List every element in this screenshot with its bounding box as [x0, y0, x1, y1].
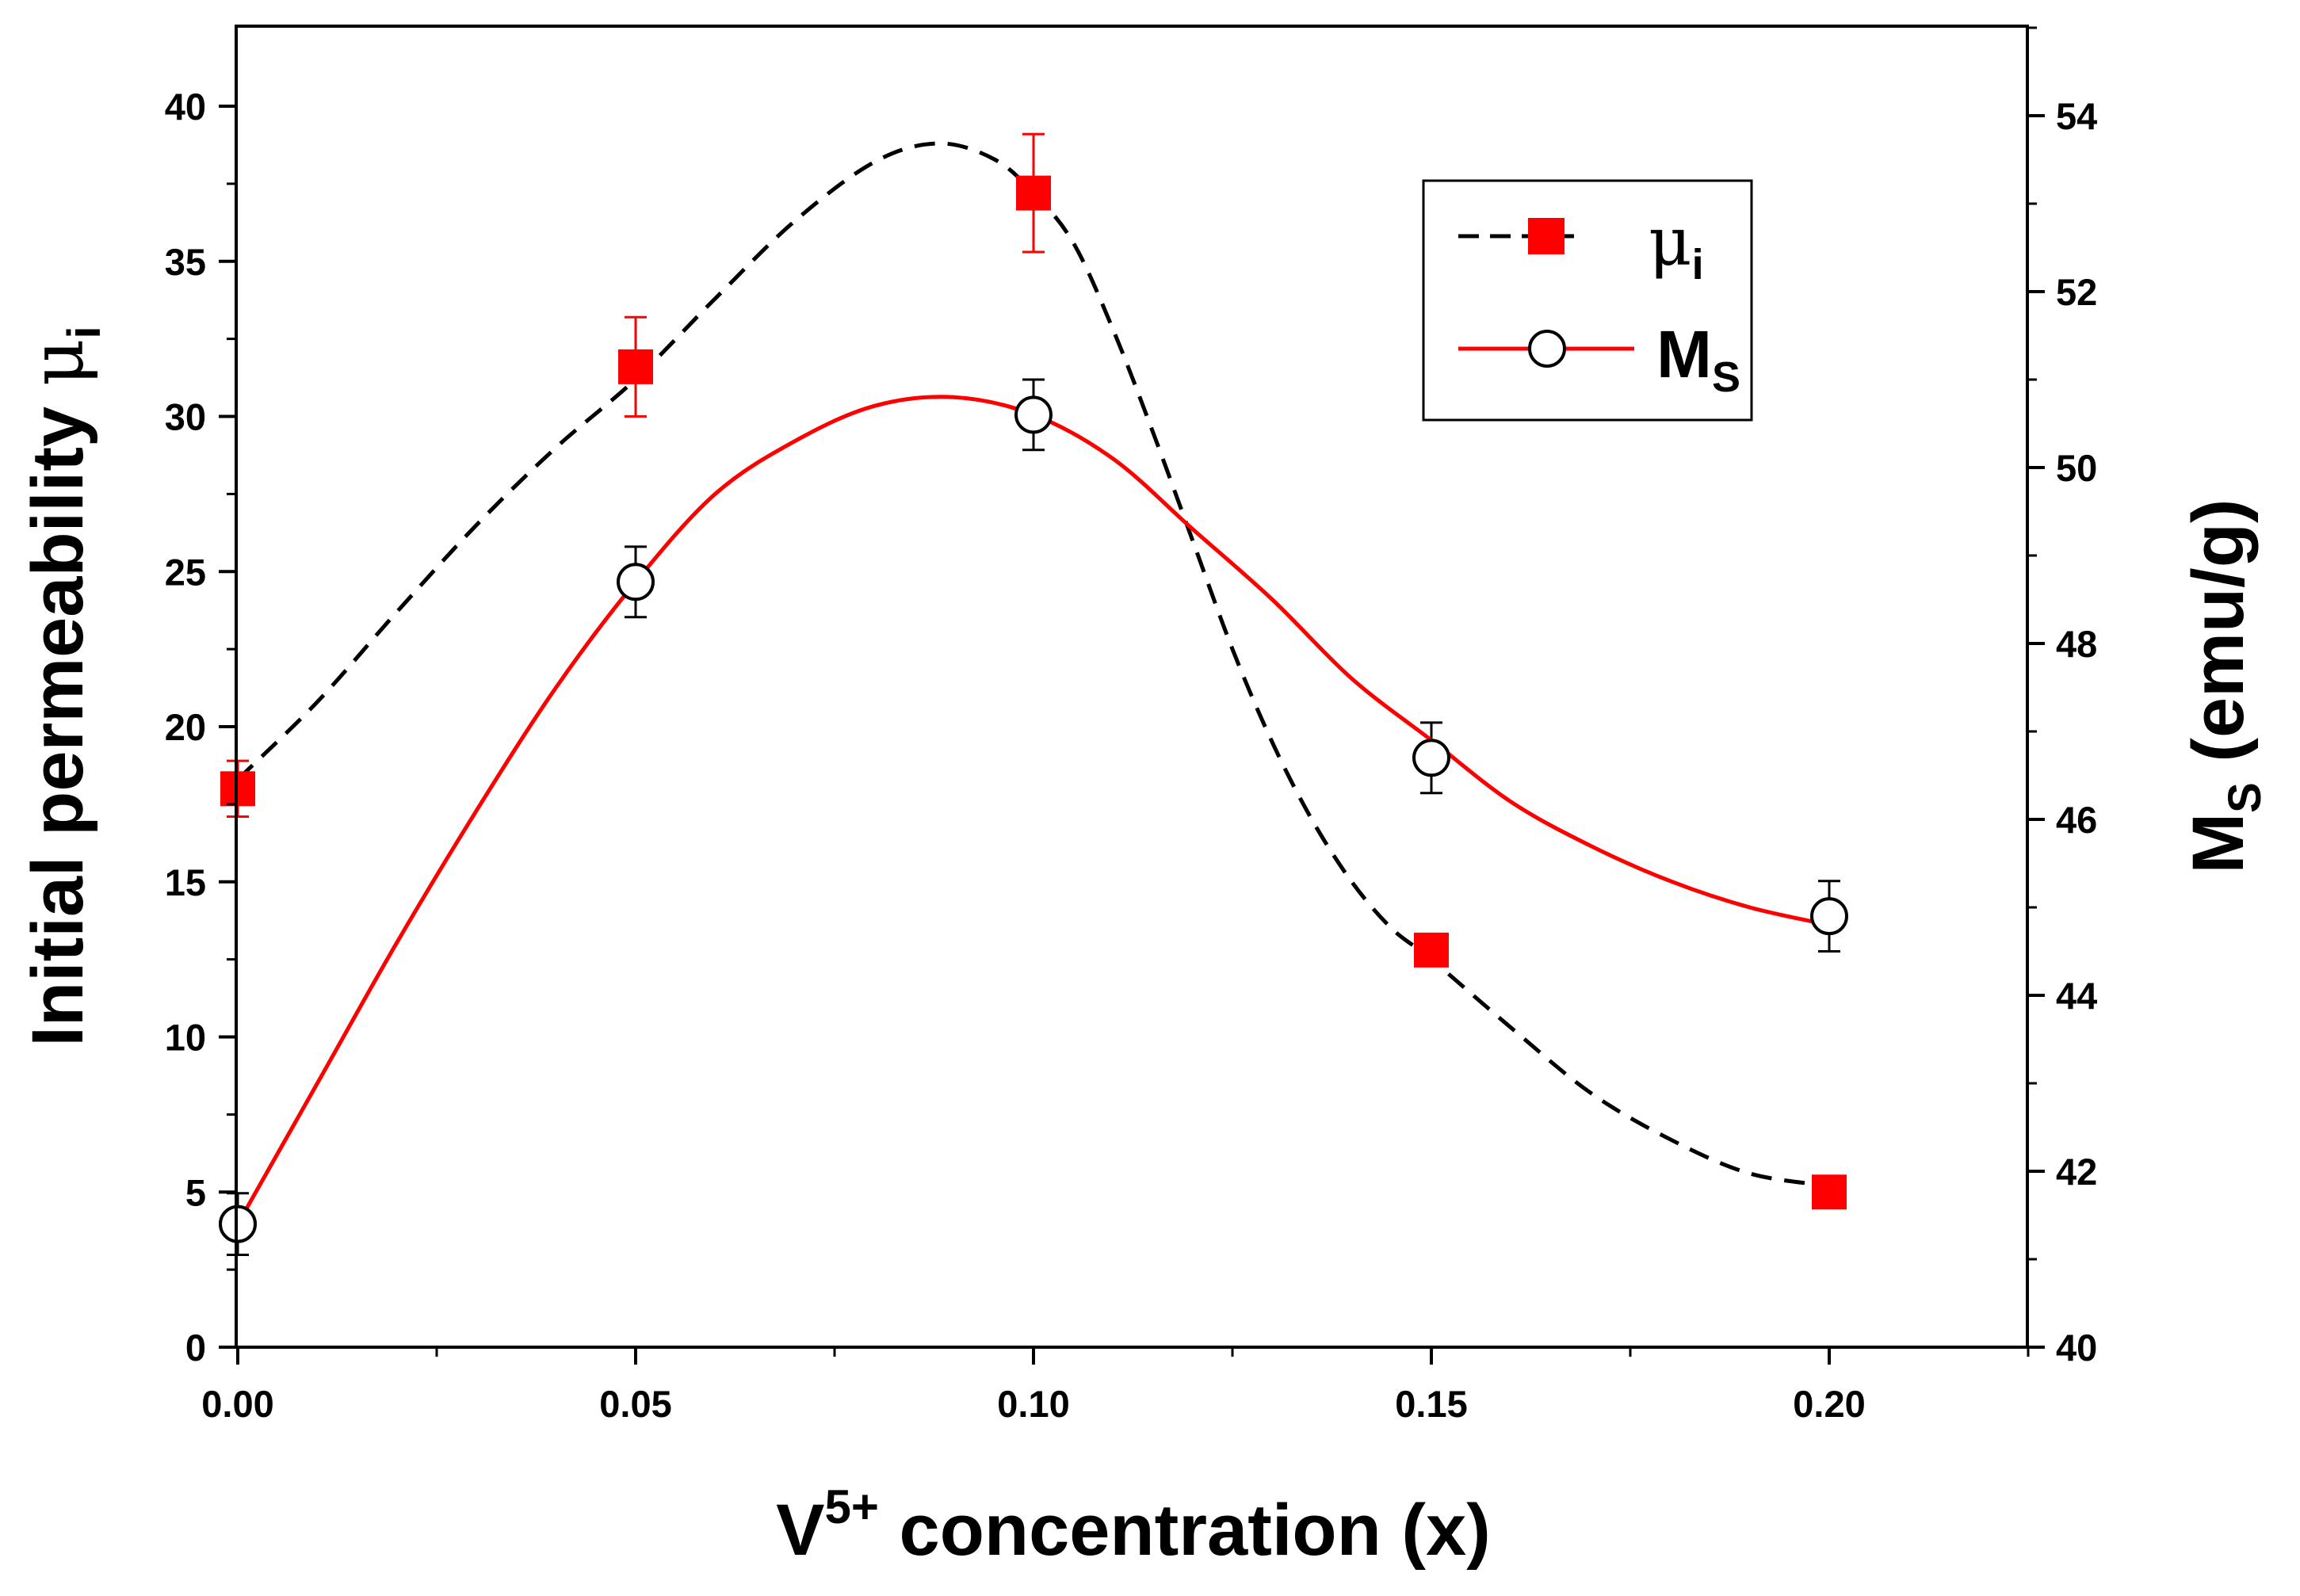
y-left-tick-label: 15	[165, 861, 206, 903]
legend-mu-label: μi	[1649, 203, 1704, 288]
x-axis-title: V5+ concentration (x)	[776, 1480, 1491, 1571]
data-markers	[219, 175, 1848, 1243]
mu-data-point	[1414, 932, 1449, 968]
mu-data-point	[1812, 1174, 1847, 1210]
legend-ms-marker	[1528, 330, 1566, 368]
mu-data-point	[618, 349, 653, 384]
y-right-tick-label: 52	[2056, 271, 2097, 313]
y-right-tick-label: 40	[2056, 1327, 2097, 1369]
y-left-tick-label: 10	[165, 1017, 206, 1059]
ms-data-point	[617, 563, 655, 601]
y-left-axis-title: Initial permeability μi	[15, 326, 110, 1046]
tick-labels: 0.00 0.05 0.10 0.15 0.20 0 5 10 15 20 25 30 35 40 40 42…	[165, 86, 2098, 1425]
y-left-tick-label: 5	[185, 1171, 206, 1213]
fit-curves	[235, 141, 1830, 1225]
ms-data-point	[1412, 739, 1450, 777]
ms-data-point	[1810, 897, 1848, 936]
y-right-tick-label: 46	[2056, 799, 2097, 841]
mu-data-point	[1016, 175, 1051, 211]
x-tick-label: 0.15	[1395, 1383, 1467, 1425]
ms-fit-curve	[235, 395, 1830, 1225]
y-right-axis-title: MS (emu/g)	[2178, 498, 2271, 873]
y-right-tick-label: 50	[2056, 447, 2097, 489]
mu-fit-curve	[236, 141, 1830, 1188]
y-left-tick-label: 30	[165, 396, 206, 438]
y-left-tick-label: 0	[185, 1327, 206, 1369]
x-tick-label: 0.10	[997, 1383, 1069, 1425]
x-tick-label: 0.00	[201, 1383, 273, 1425]
y-right-tick-label: 54	[2056, 95, 2097, 137]
ms-data-point	[1014, 395, 1053, 434]
legend-mu-marker	[1528, 218, 1565, 254]
y-left-tick-label: 25	[165, 551, 206, 593]
y-left-tick-label: 40	[165, 86, 206, 128]
x-tick-label: 0.05	[599, 1383, 671, 1425]
y-left-tick-label: 20	[165, 706, 206, 748]
legend-ms-label: MS	[1656, 317, 1740, 401]
axis-ticks	[219, 26, 2045, 1365]
x-tick-label: 0.20	[1793, 1383, 1865, 1425]
y-right-tick-label: 42	[2056, 1151, 2097, 1193]
legend-box	[1422, 179, 1753, 422]
legend: μi MS	[1422, 179, 1753, 422]
y-right-tick-label: 48	[2056, 623, 2097, 665]
y-right-tick-label: 44	[2056, 975, 2097, 1017]
plot-frame	[235, 25, 2029, 1349]
y-left-tick-label: 35	[165, 241, 206, 283]
